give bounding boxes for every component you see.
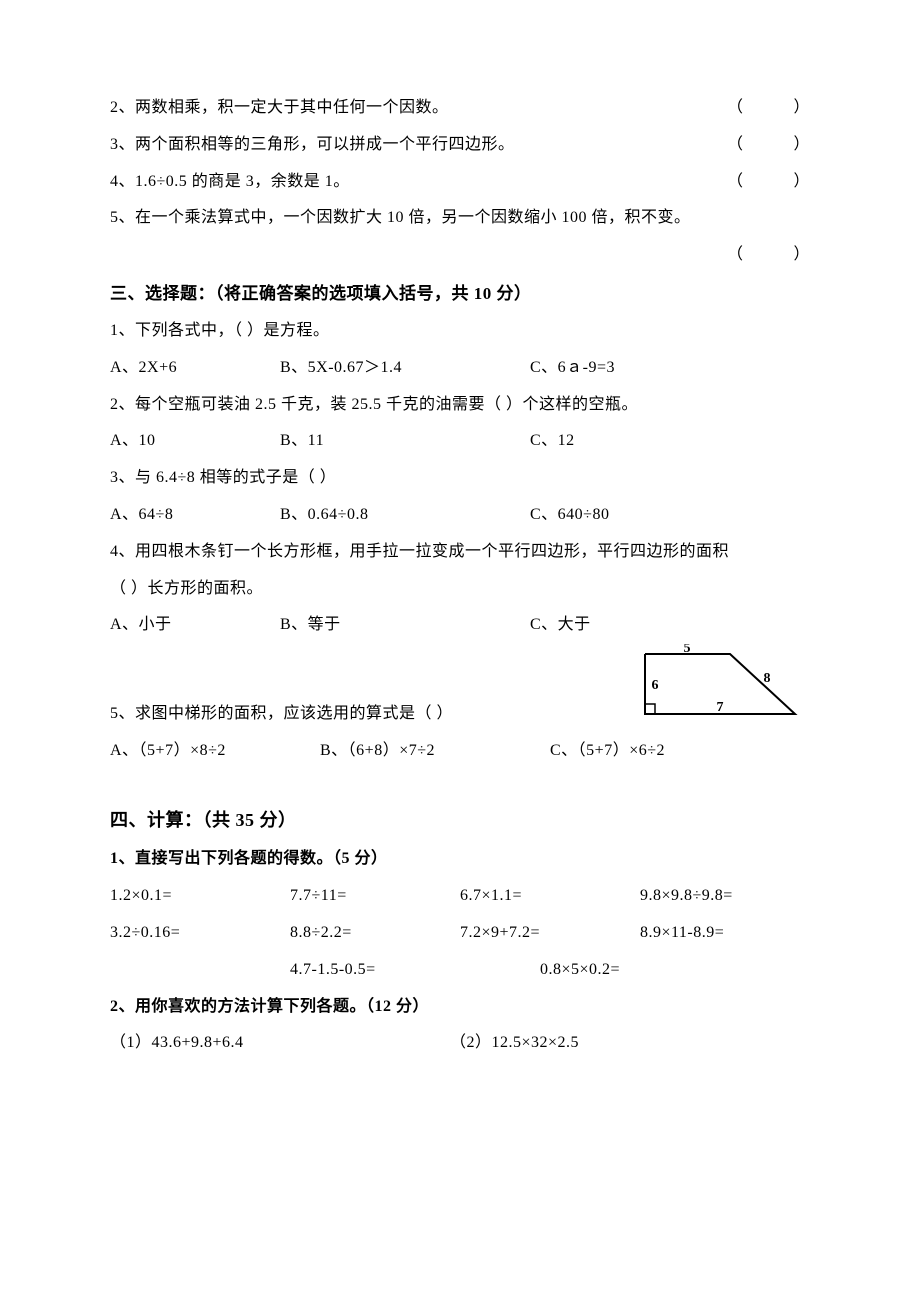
answer-paren: （） [727,164,810,201]
calc-cell: 8.8÷2.2= [290,915,460,952]
trapezoid-figure: 5 8 6 7 [635,644,810,733]
tf-item-4: 4、1.6÷0.5 的商是 3，余数是 1。 （） [110,164,810,201]
mc-q3-b: B、0.64÷0.8 [280,497,530,534]
section-3-title: 三、选择题：（将正确答案的选项填入括号，共 10 分） [110,274,810,313]
mc-q5-c: C、（5+7）×6÷2 [550,733,810,770]
calc-p2-a: （1）43.6+9.8+6.4 [110,1025,450,1062]
calc-cell [110,952,290,989]
answer-paren: （） [727,90,810,127]
mc-q2-options: A、10 B、11 C、12 [110,423,810,460]
mc-q1-a: A、2X+6 [110,350,280,387]
mc-q3-a: A、64÷8 [110,497,280,534]
calc-cell: 7.7÷11= [290,878,460,915]
answer-paren: （） [727,127,810,164]
mc-q2-c: C、12 [530,423,810,460]
calc-cell: 3.2÷0.16= [110,915,290,952]
calc-p2-row: （1）43.6+9.8+6.4 （2）12.5×32×2.5 [110,1025,810,1062]
mc-q5-options: A、（5+7）×8÷2 B、（6+8）×7÷2 C、（5+7）×6÷2 [110,733,810,770]
calc-cell: 6.7×1.1= [460,878,640,915]
tf-q5-text: 5、在一个乘法算式中，一个因数扩大 10 倍，另一个因数缩小 100 倍，积不变… [110,209,691,226]
tf-item-5: 5、在一个乘法算式中，一个因数扩大 10 倍，另一个因数缩小 100 倍，积不变… [110,200,810,237]
mc-q4-stem2: （ ）长方形的面积。 [110,571,810,608]
tf-q4-text: 4、1.6÷0.5 的商是 3，余数是 1。 [110,164,350,201]
mc-q5-row: 5、求图中梯形的面积，应该选用的算式是（ ） 5 8 6 7 [110,644,810,733]
calc-cell: 0.8×5×0.2= [540,952,810,989]
mc-q4-options: A、小于 B、等于 C、大于 [110,607,810,644]
mc-q1-options: A、2X+6 B、5X-0.67＞1.4 C、6ａ-9=3 [110,350,810,387]
tf-q3-text: 3、两个面积相等的三角形，可以拼成一个平行四边形。 [110,127,515,164]
mc-q2-stem: 2、每个空瓶可装油 2.5 千克，装 25.5 千克的油需要（ ）个这样的空瓶。 [110,387,810,424]
trap-label-bottom: 7 [717,700,724,715]
calc-p2-b: （2）12.5×32×2.5 [450,1025,810,1062]
calc-p1-row3: 4.7-1.5-0.5= 0.8×5×0.2= [110,952,810,989]
exam-page: 2、两数相乘，积一定大于其中任何一个因数。 （） 3、两个面积相等的三角形，可以… [0,0,920,1122]
answer-paren: （） [727,237,810,274]
calc-p1-row2: 3.2÷0.16= 8.8÷2.2= 7.2×9+7.2= 8.9×11-8.9… [110,915,810,952]
mc-q2-b: B、11 [280,423,530,460]
mc-q5-a: A、（5+7）×8÷2 [110,733,320,770]
mc-q3-c: C、640÷80 [530,497,810,534]
tf-item-2: 2、两数相乘，积一定大于其中任何一个因数。 （） [110,90,810,127]
mc-q4-c: C、大于 [530,607,810,644]
mc-q1-stem: 1、下列各式中，（ ）是方程。 [110,313,810,350]
calc-p1-title: 1、直接写出下列各题的得数。（5 分） [110,841,810,878]
section-4-title: 四、计算：（共 35 分） [110,800,810,841]
mc-q4-a: A、小于 [110,607,280,644]
mc-q5-b: B、（6+8）×7÷2 [320,733,550,770]
mc-q4-b: B、等于 [280,607,530,644]
mc-q3-options: A、64÷8 B、0.64÷0.8 C、640÷80 [110,497,810,534]
mc-q2-a: A、10 [110,423,280,460]
trap-label-top: 5 [684,644,691,656]
calc-cell: 1.2×0.1= [110,878,290,915]
mc-q1-b: B、5X-0.67＞1.4 [280,350,530,387]
trap-label-right: 8 [764,671,771,686]
mc-q4-stem1: 4、用四根木条钉一个长方形框，用手拉一拉变成一个平行四边形，平行四边形的面积 [110,534,810,571]
calc-cell: 7.2×9+7.2= [460,915,640,952]
tf-item-5-paren-row: （） [110,237,810,274]
mc-q3-stem: 3、与 6.4÷8 相等的式子是（ ） [110,460,810,497]
mc-q1-c: C、6ａ-9=3 [530,350,810,387]
tf-q2-text: 2、两数相乘，积一定大于其中任何一个因数。 [110,90,449,127]
calc-cell: 8.9×11-8.9= [640,915,810,952]
mc-q5-stem: 5、求图中梯形的面积，应该选用的算式是（ ） [110,696,635,733]
calc-cell: 9.8×9.8÷9.8= [640,878,810,915]
calc-p1-row1: 1.2×0.1= 7.7÷11= 6.7×1.1= 9.8×9.8÷9.8= [110,878,810,915]
calc-cell: 4.7-1.5-0.5= [290,952,540,989]
trapezoid-svg: 5 8 6 7 [635,644,800,724]
tf-item-3: 3、两个面积相等的三角形，可以拼成一个平行四边形。 （） [110,127,810,164]
calc-p2-title: 2、用你喜欢的方法计算下列各题。（12 分） [110,989,810,1026]
right-angle-icon [645,704,655,714]
trap-label-left: 6 [652,678,659,693]
